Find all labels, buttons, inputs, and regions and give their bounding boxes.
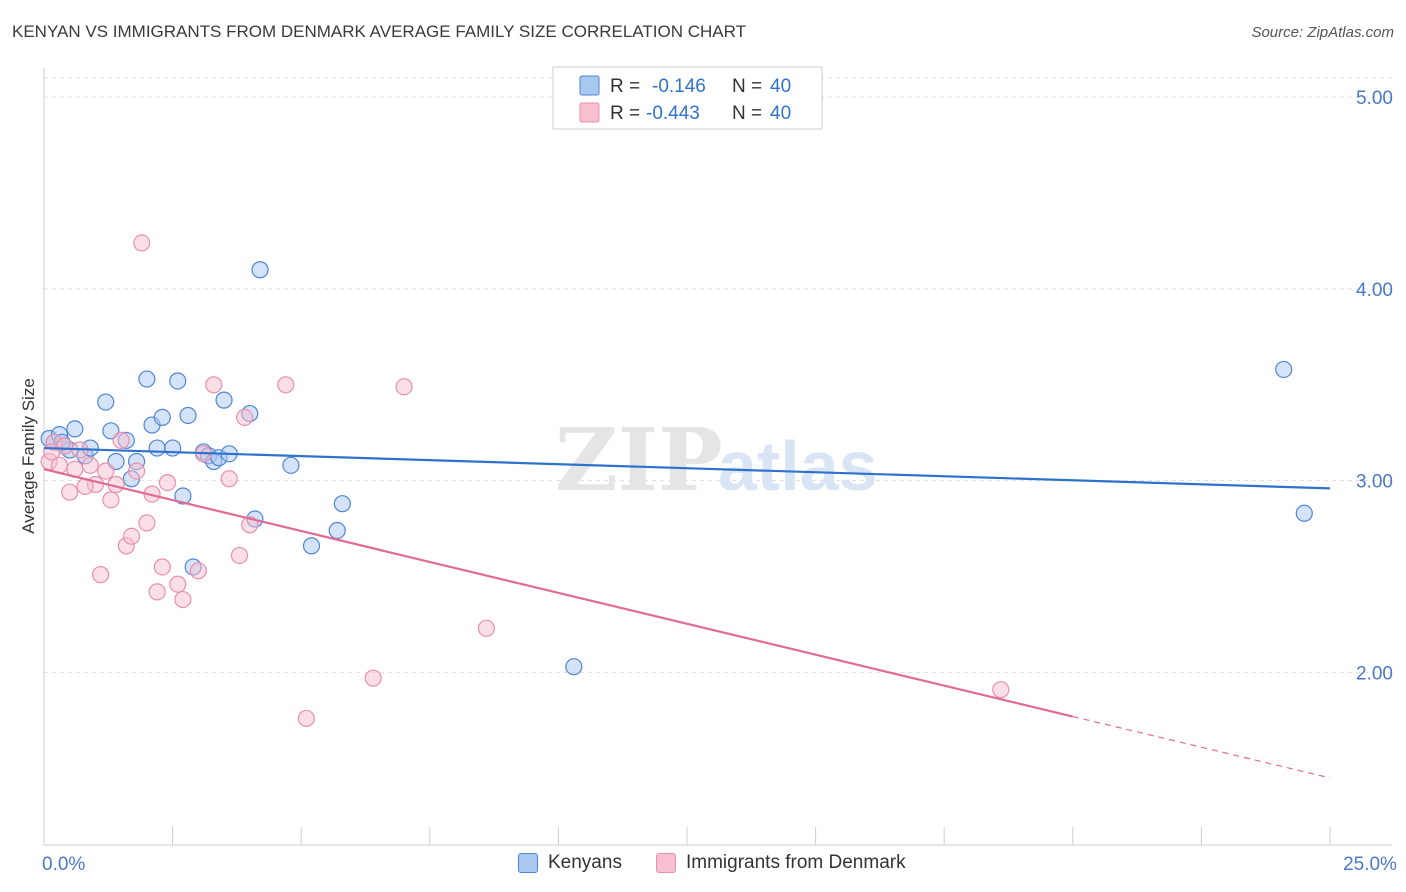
legend-swatch-denmark <box>656 853 676 873</box>
scatter-point <box>122 527 141 545</box>
legend-label-denmark: Immigrants from Denmark <box>686 852 906 873</box>
watermark-atlas: atlas <box>718 427 878 505</box>
legend-r-value: -0.443 <box>646 103 700 124</box>
scatter-point <box>395 378 413 396</box>
grid <box>44 77 1392 673</box>
scatter-point <box>97 393 115 411</box>
scatter-point <box>1275 360 1293 379</box>
scatter-point <box>230 546 249 565</box>
x-tick-label: 0.0% <box>42 854 85 875</box>
scatter-point <box>81 456 99 474</box>
scatter-point <box>328 521 346 540</box>
legend-bottom: Kenyans Immigrants from Denmark <box>0 852 1406 878</box>
y-tick-label: 2.00 <box>1356 663 1393 684</box>
scatter-point <box>66 420 84 438</box>
scatter-point <box>277 376 295 394</box>
scatter-point <box>565 658 583 676</box>
scatter-point <box>282 456 300 474</box>
scatter-point <box>297 709 315 728</box>
scatter-point <box>158 473 177 492</box>
legend-swatch-blue <box>579 75 600 96</box>
scatter-point <box>477 619 495 637</box>
scatter-point <box>992 681 1010 699</box>
scatter-point <box>189 562 207 580</box>
y-tick-label: 3.00 <box>1356 472 1393 493</box>
legend-n-value: 40 <box>770 76 791 97</box>
legend-label-kenyans: Kenyans <box>548 852 622 873</box>
scatter-point <box>220 470 238 488</box>
trend-line-extension <box>1072 715 1331 779</box>
scatter-point <box>333 495 351 513</box>
scatter-point <box>169 372 187 390</box>
scatter-point <box>153 408 171 426</box>
legend-n-value: 40 <box>770 103 791 124</box>
x-tick-label: 25.0% <box>1343 854 1397 875</box>
legend-item-denmark: Immigrants from Denmark <box>656 852 906 874</box>
scatter-point <box>302 537 321 555</box>
scatter-point <box>112 431 130 450</box>
legend-n-label: N = <box>732 103 762 124</box>
scatter-point <box>102 491 120 509</box>
scatter-point <box>241 516 259 534</box>
scatter-point <box>97 462 115 480</box>
trend-line <box>43 468 1074 718</box>
legend-r-label: R = <box>610 76 640 97</box>
legend-item-kenyans: Kenyans <box>518 852 622 874</box>
y-tick-label: 5.00 <box>1356 88 1393 109</box>
scatter-point <box>236 408 254 426</box>
scatter-point <box>169 575 187 593</box>
legend-n-label: N = <box>732 76 762 97</box>
scatter-point <box>91 566 110 584</box>
scatter-point <box>174 590 192 609</box>
scatter-point <box>138 514 156 532</box>
legend-r-label: R = <box>610 103 640 124</box>
scatter-point <box>1295 504 1313 522</box>
source-label: Source: ZipAtlas.com <box>1251 24 1394 41</box>
scatter-point <box>153 558 171 576</box>
tick-labels: 2.00 3.00 4.00 5.00 0.0% 25.0% <box>42 88 1397 875</box>
y-tick-label: 4.00 <box>1356 280 1393 301</box>
legend-swatch-kenyans <box>518 853 538 873</box>
scatter-point <box>61 483 79 501</box>
scatter-point <box>133 234 151 252</box>
scatter-point <box>205 376 223 394</box>
watermark: ZIP atlas <box>555 410 878 511</box>
y-axis-label: Average Family Size <box>19 378 38 534</box>
scatter-point <box>148 439 166 457</box>
scatter-point <box>215 391 233 409</box>
scatter-point <box>179 406 197 425</box>
scatter-point <box>43 443 61 461</box>
scatter-point <box>164 439 182 457</box>
legend-top: R = -0.146 N = 40 R = -0.443 N = 40 <box>552 66 823 130</box>
scatter-point <box>138 370 156 388</box>
chart-title: KENYAN VS IMMIGRANTS FROM DENMARK AVERAG… <box>12 22 746 41</box>
trend-line <box>43 446 1331 490</box>
scatter-point <box>364 669 382 687</box>
trend-lines <box>43 446 1331 779</box>
scatter-point <box>174 487 192 505</box>
legend-r-value: -0.146 <box>652 76 706 97</box>
scatter-point <box>148 583 166 601</box>
legend-swatch-pink <box>579 102 600 123</box>
scatter-point <box>251 261 269 279</box>
watermark-zip: ZIP <box>555 410 723 511</box>
scatter-point <box>127 462 146 480</box>
